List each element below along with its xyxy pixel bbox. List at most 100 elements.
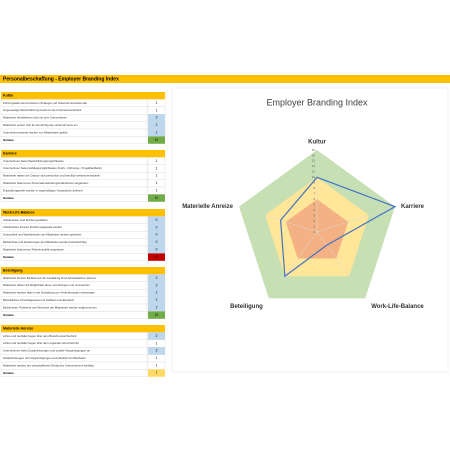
- item-value: 0: [156, 240, 158, 244]
- item-value: 2: [156, 123, 158, 127]
- item-text: Bedürfnisse und Erwartungen der Mitarbei…: [3, 240, 87, 244]
- section-header: [1, 267, 165, 275]
- item-text: Löhne und Gehälter liegen über dem regio…: [3, 341, 79, 345]
- tick-label: 11: [312, 170, 315, 174]
- sum-value: 10: [155, 196, 159, 200]
- item-value: 1: [156, 341, 158, 345]
- item-text: Betriebliches Vorschlagswesen ist etabli…: [3, 298, 74, 302]
- axis-label: Work-Life-Balance: [371, 304, 424, 310]
- axis-line: [316, 231, 366, 299]
- item-text: Unternehmen bietet Weiterbildungsmöglich…: [3, 159, 64, 163]
- sum-row: [0, 369, 148, 377]
- radar-line: [279, 176, 397, 278]
- item-value: 2: [156, 116, 158, 120]
- axis-label: Karriere: [401, 204, 425, 210]
- item-value: 2: [156, 131, 158, 135]
- tick-label: 9: [313, 181, 315, 185]
- item-text: Führungsstile kommunizieren Strategie un…: [3, 101, 87, 105]
- item-text: Mitarbeiter haben die Chance sich persön…: [3, 174, 100, 178]
- sum-value: 10: [155, 138, 159, 142]
- item-value: 0: [156, 233, 158, 237]
- item-text: Mitarbeiter werden aktiv in die Gestaltu…: [3, 291, 95, 295]
- sheet-title: Personalbeschaffung - Employer Branding …: [3, 76, 119, 82]
- item-text: Mitarbeiter bekommen Personalentwicklung…: [3, 181, 89, 185]
- tick-label: 14: [312, 153, 316, 157]
- item-text: Löhne und Gehälter liegen über dem Branc…: [3, 334, 77, 338]
- section-title: Beteiligung: [3, 269, 23, 273]
- item-text: Arbeitszeiten sind flexibel gestaltbar: [3, 218, 48, 222]
- item-value: 1: [156, 108, 158, 112]
- sum-cell: [148, 253, 165, 261]
- item-value: 0: [156, 225, 158, 229]
- tick-label: 5: [313, 202, 315, 206]
- section-header: [1, 92, 165, 100]
- item-text: Entwicklungsziele werden in regelmäßigen…: [3, 188, 83, 192]
- sum-cell: [148, 311, 165, 319]
- sum-row: [0, 253, 148, 261]
- item-value: 1: [156, 181, 158, 185]
- item-text: Zusatzleistungen und Vergünstigungen sin…: [3, 356, 86, 360]
- item-text: Mitarbeiter können Einfluss auf die Gest…: [3, 276, 97, 280]
- sum-row: [0, 311, 148, 319]
- tick-label: 0: [313, 230, 315, 234]
- tick-label: 6: [313, 197, 315, 201]
- tick-label: 8: [313, 186, 315, 190]
- item-text: Mitarbeiter identifizieren sich mit dem …: [3, 116, 67, 120]
- section-header: [1, 325, 165, 333]
- item-text: Bedürfnisse, Probleme und Wünsche der Mi…: [3, 305, 97, 309]
- sum-value: 7: [156, 371, 158, 375]
- tick-label: 15: [312, 148, 316, 152]
- item-value: 1: [156, 364, 158, 368]
- item-value: 2: [156, 276, 158, 280]
- section-header: [1, 150, 165, 158]
- item-value: 2: [156, 334, 158, 338]
- sum-label: Summe: [3, 313, 14, 317]
- sum-label: Summe: [3, 196, 14, 200]
- item-text: Gesundheit und Wohlbefinden der Mitarbei…: [3, 233, 82, 237]
- item-text: Mitarbeiter haben die Möglichkeit Ideen …: [3, 283, 90, 287]
- item-value: 2: [156, 291, 158, 295]
- sum-cell: [148, 136, 165, 144]
- item-text: Unternehmenswerte werden von Mitarbeiter…: [3, 130, 68, 134]
- chart-title: Employer Branding Index: [266, 97, 368, 107]
- tick-label: 1: [313, 224, 315, 228]
- axis-line: [268, 231, 318, 299]
- item-text: Mitarbeiter werden am wirtschaftlichen E…: [3, 363, 94, 367]
- item-value: 0: [156, 248, 158, 252]
- tick-label: 13: [312, 159, 316, 163]
- item-value: 2: [156, 349, 158, 353]
- item-text: Unternehmen bietet Zusatzleistungen und …: [3, 349, 91, 353]
- sum-value: 10: [155, 313, 159, 317]
- tick-label: 4: [313, 208, 315, 212]
- item-text: Gegenseitige Wertschätzung bestimmt die …: [3, 108, 82, 112]
- tick-label: 7: [313, 192, 315, 196]
- item-text: Mitarbeiter setzen sich für den Erfolg d…: [3, 123, 78, 127]
- item-value: 2: [156, 306, 158, 310]
- sum-label: Summe: [3, 138, 14, 142]
- axis-label: Kultur: [308, 140, 326, 146]
- item-text: Mitarbeiter bekommen Teilzeitmodelle ang…: [3, 247, 64, 251]
- tick-label: 12: [312, 164, 316, 168]
- item-value: 1: [156, 159, 158, 163]
- item-value: 2: [156, 298, 158, 302]
- section-title: Materielle Anreize: [3, 327, 33, 331]
- item-value: 1: [156, 101, 158, 105]
- sum-label: Summe: [3, 255, 14, 259]
- axis-line: [316, 206, 396, 233]
- item-value: 1: [156, 189, 158, 193]
- section-title: Kultur: [3, 94, 14, 98]
- item-text: Unternehmen bietet Aufstiegsmöglichkeite…: [3, 166, 102, 170]
- sum-value: 3: [156, 255, 158, 259]
- sum-label: Summe: [3, 371, 14, 375]
- item-text: Arbeitszeiten können flexibel angepasst …: [3, 225, 63, 229]
- tick-label: 10: [312, 175, 316, 179]
- tick-label: 3: [313, 213, 315, 217]
- sum-row: [0, 136, 148, 144]
- section-header: [1, 209, 165, 217]
- axis-label: Materielle Anreize: [182, 204, 233, 210]
- section-title: Work-Life-Balance: [3, 211, 35, 215]
- tick-label: 2: [313, 219, 315, 223]
- axis-label: Beteiligung: [230, 304, 263, 310]
- sum-cell: [148, 369, 165, 377]
